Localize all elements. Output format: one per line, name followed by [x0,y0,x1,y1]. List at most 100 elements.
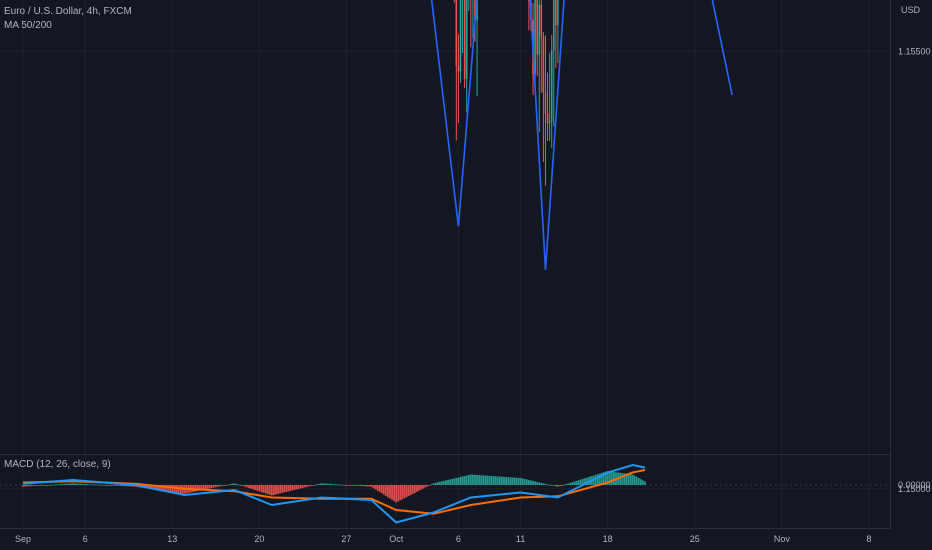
candle-body [540,4,543,37]
macd-histogram-bar [152,485,155,490]
macd-histogram-bar [368,485,371,487]
macd-histogram-bar [275,485,277,495]
macd-histogram-bar [316,484,319,486]
macd-histogram-bar [345,485,348,486]
macd-histogram-bar [391,485,393,500]
macd-histogram-bar [631,474,634,485]
macd-histogram-bar [550,485,553,486]
macd-histogram-bar [613,471,615,485]
time-tick-label: 6 [456,534,461,544]
macd-histogram-bar [279,485,281,494]
macd-histogram-bar [123,485,126,487]
macd-histogram-bar [579,479,582,485]
macd-histogram-bar [154,485,157,490]
macd-histogram-bar [337,484,340,486]
macd-histogram-bar [416,485,418,492]
macd-histogram-bar [86,484,89,485]
macd-histogram-bar [219,485,221,487]
macd-signal-line [22,469,646,515]
macd-histogram-bar [382,485,385,495]
price-axis-unit: USD [901,5,921,15]
price-tick-label: 1.15500 [898,46,931,56]
macd-histogram-bar [92,484,95,486]
macd-histogram-bar [204,485,207,490]
macd-histogram-bar [474,474,476,485]
candle-body [542,36,545,93]
macd-histogram-bar [109,485,111,486]
macd-histogram-bar [407,485,410,497]
macd-tick-label: 0.00000 [898,480,931,490]
macd-histogram-bar [194,485,196,492]
candle-body [546,113,549,124]
macd-histogram-bar [107,485,109,486]
macd-histogram-bar [625,473,628,485]
macd-histogram-bar [469,474,472,485]
macd-histogram-bar [389,485,391,499]
macd-histogram-bar [67,483,70,485]
macd-histogram-bar [440,481,443,485]
macd-histogram-bar [463,475,466,485]
symbol-title: Euro / U.S. Dollar, 4h, FXCM [4,6,132,17]
macd-histogram-bar [22,485,24,487]
candle-body [557,0,559,26]
candle-body [459,0,462,72]
macd-histogram-bar [449,479,452,485]
macd-histogram-bar [498,476,501,485]
macd-histogram-bar [76,483,78,485]
macd-histogram-bar [314,484,317,486]
macd-histogram-bar [208,485,211,489]
macd-histogram-bar [436,482,439,485]
macd-histogram-bar [277,485,279,494]
candle-body [555,0,557,26]
time-tick-label: 8 [866,534,871,544]
macd-histogram-bar [434,482,437,485]
macd-histogram-bar [287,485,290,492]
macd-histogram-bar [530,480,532,485]
macd-histogram-bar [26,485,29,487]
macd-histogram-bar [527,479,530,485]
macd-histogram-bar [243,485,246,487]
macd-histogram-bar [150,485,153,490]
macd-histogram-bar [561,485,563,486]
macd-histogram-bar [397,485,400,502]
macd-histogram-bar [467,474,470,485]
macd-histogram-bar [569,482,572,485]
macd-histogram-bar [571,482,574,485]
macd-histogram-bar [565,484,568,485]
time-tick-label: 27 [341,534,351,544]
macd-histogram-bar [355,485,358,486]
macd-histogram-bar [538,482,541,485]
macd-histogram-bar [216,485,219,487]
macd-histogram-bar [494,476,497,485]
macd-histogram-bar [88,484,91,485]
macd-histogram-bar [517,477,520,485]
macd-histogram-bar [523,478,526,485]
macd-histogram-bar [573,481,576,485]
macd-histogram-bar [289,485,292,491]
macd-label: MACD (12, 26, close, 9) [4,459,111,470]
macd-histogram-bar [239,485,242,486]
macd-histogram-bar [413,485,416,493]
macd-histogram-bar [51,484,53,486]
macd-histogram-bar [519,478,522,485]
macd-histogram-bar [411,485,414,494]
macd-histogram-bar [442,480,445,485]
macd-histogram-bar [602,472,605,485]
macd-histogram-bar [360,485,362,487]
macd-histogram-bar [318,483,321,485]
macd-histogram-bar [198,485,201,491]
macd-histogram-bar [378,485,381,492]
candle-body [552,0,555,51]
macd-histogram-bar [445,480,447,485]
macd-histogram-bar [343,484,346,486]
macd-histogram-bar [465,475,468,485]
candle-body [550,50,553,122]
macd-histogram-bar [55,484,58,486]
macd-histogram-bar [639,479,642,485]
candle-body [474,0,476,21]
candle-body [534,0,536,74]
macd-histogram-bar [65,483,68,485]
macd-histogram-bar [596,474,599,485]
macd-histogram-bar [295,485,298,490]
